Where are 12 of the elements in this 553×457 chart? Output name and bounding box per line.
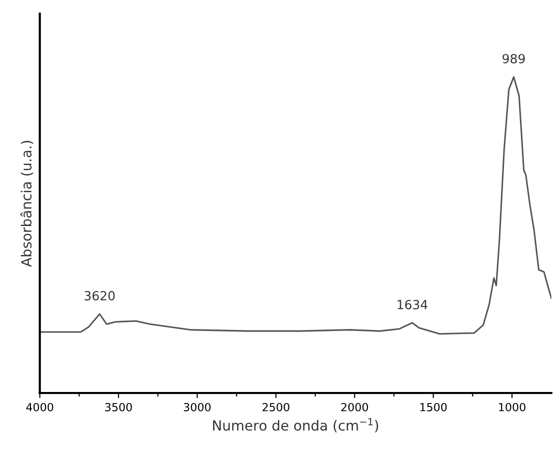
x-tick-label: 2000	[341, 402, 368, 412]
x-tick-label: 3000	[184, 402, 211, 412]
y-axis-title: Absorbância (u.a.)	[20, 140, 34, 267]
x-tick-label: 1000	[499, 402, 526, 412]
annotation: 3620	[84, 291, 115, 300]
x-tick-label: 2500	[262, 402, 290, 412]
x-tick-label: 3500	[105, 402, 132, 412]
x-axis-title: Numero de onda (cm$^{−1}$)	[213, 418, 378, 432]
annotation: 1634	[398, 300, 428, 310]
x-tick-label: 1500	[420, 402, 447, 412]
annotation: 989	[502, 54, 525, 64]
x-tick-label: 4000	[26, 402, 54, 412]
